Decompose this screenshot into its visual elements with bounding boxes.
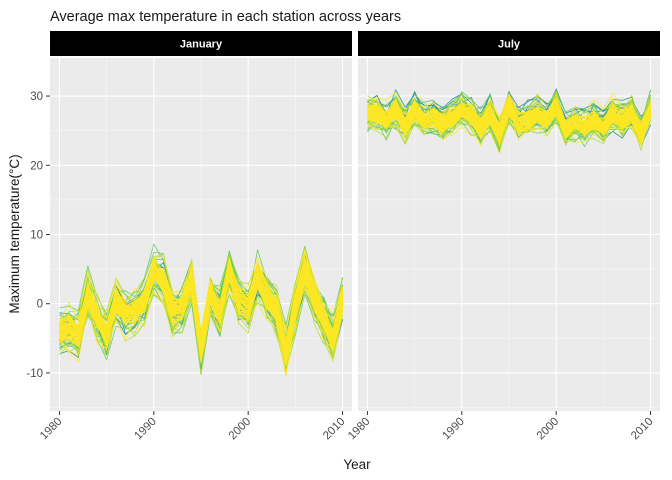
y-tick-label: 30 — [30, 91, 43, 103]
station-line — [367, 105, 652, 141]
station-line — [367, 112, 651, 152]
y-axis-label: Maximum temperature(°C) — [7, 154, 22, 313]
y-tick-label: 20 — [30, 160, 43, 172]
station-line — [367, 90, 651, 126]
x-tick-label: 2010 — [321, 416, 348, 443]
strip-january — [50, 31, 352, 56]
station-line — [58, 261, 344, 350]
y-axis: -10 0 10 20 30 — [26, 91, 50, 380]
gridlines-january — [50, 58, 352, 411]
station-lines-july — [367, 87, 652, 155]
chart-title: Average max temperature in each station … — [50, 9, 401, 25]
panel-january: January — [50, 31, 352, 411]
x-tick-label: 1990 — [132, 416, 159, 443]
x-tick-label: 1990 — [440, 416, 467, 443]
y-tick-label: 10 — [30, 230, 43, 242]
station-lines-january — [58, 243, 344, 377]
strip-july — [358, 31, 660, 56]
x-tick-label: 2000 — [535, 416, 562, 443]
strip-label-july: July — [498, 39, 521, 51]
strip-label-january: January — [180, 39, 223, 51]
x-tick-label: 2010 — [629, 416, 656, 443]
station-line — [58, 271, 344, 357]
panel-july: July — [358, 31, 660, 411]
y-tick-label: -10 — [26, 368, 43, 380]
station-line — [367, 109, 652, 145]
y-tick-label: 0 — [37, 299, 43, 311]
x-tick-label: 1980 — [346, 416, 373, 443]
station-line — [58, 260, 344, 354]
station-line — [367, 109, 651, 147]
x-tick-label: 1980 — [38, 416, 65, 443]
x-tick-label: 2000 — [227, 416, 254, 443]
x-axis-label: Year — [343, 457, 371, 472]
